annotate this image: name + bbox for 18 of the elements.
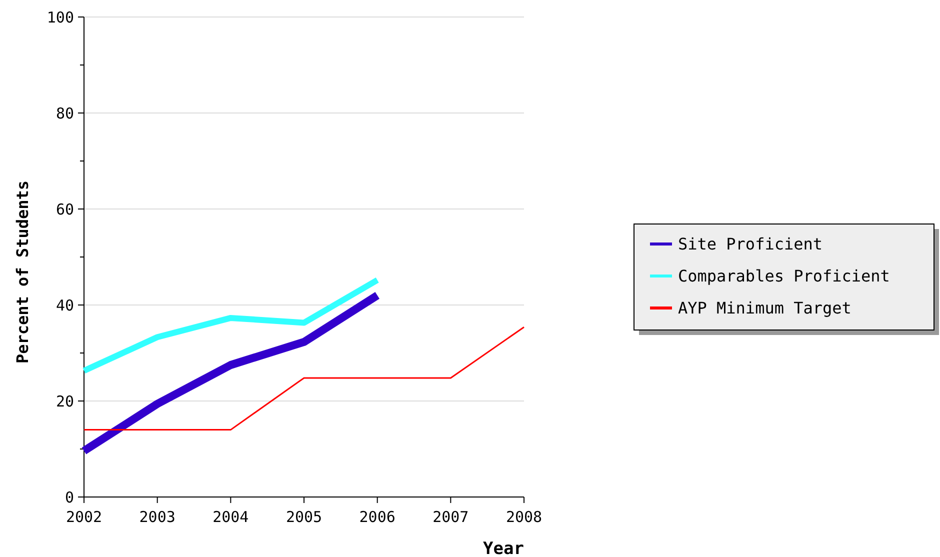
x-tick-label: 2002 (66, 508, 102, 526)
x-tick-label: 2003 (139, 508, 176, 526)
x-tick-label: 2006 (359, 508, 396, 526)
x-tick-label: 2005 (286, 508, 322, 526)
y-tick-label: 80 (56, 104, 74, 122)
legend-label: AYP Minimum Target (678, 298, 852, 318)
legend-label: Site Proficient (678, 234, 822, 254)
y-tick-label: 0 (64, 488, 74, 506)
x-tick-label: 2004 (212, 508, 249, 526)
y-tick-label: 40 (56, 296, 74, 314)
x-axis-title: Year (483, 539, 524, 557)
legend-label: Comparables Proficient (678, 266, 890, 286)
y-tick-label: 100 (46, 8, 74, 26)
y-tick-label: 20 (56, 392, 74, 410)
y-tick-label: 60 (56, 200, 74, 218)
x-tick-label: 2007 (432, 508, 469, 526)
y-axis-title: Percent of Students (13, 180, 32, 364)
x-tick-label: 2008 (506, 508, 542, 526)
